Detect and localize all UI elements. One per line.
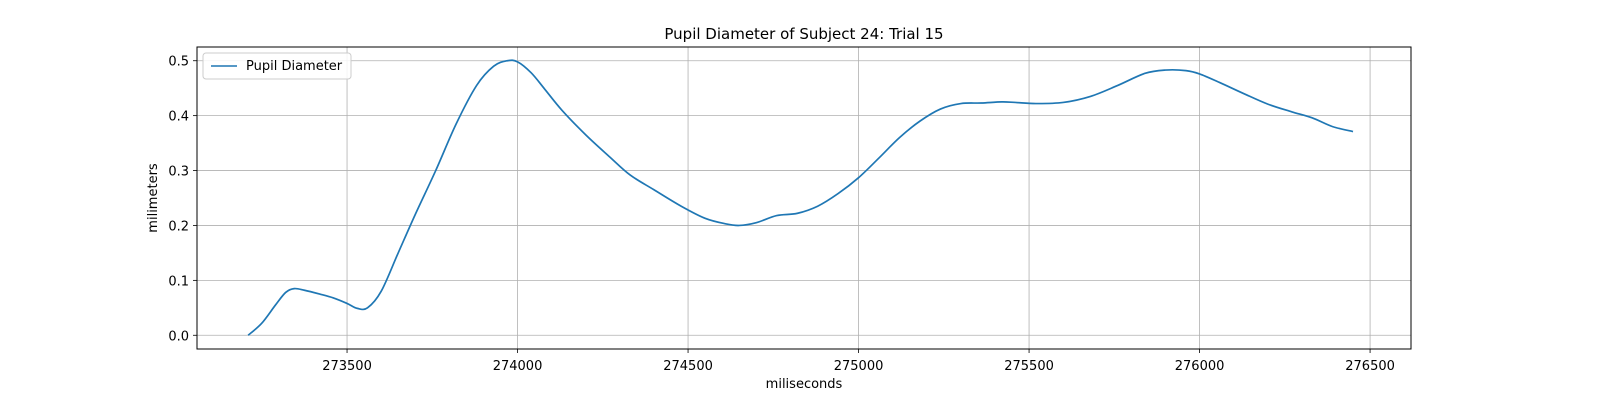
- x-tick-label: 275500: [1004, 359, 1054, 374]
- y-axis-label: milimeters: [146, 163, 161, 233]
- series-line-pupil-diameter: [247, 59, 1354, 336]
- y-tick-label: 0.2: [168, 219, 189, 234]
- legend-box: [202, 52, 352, 80]
- grid-lines: [197, 47, 1411, 349]
- plot-frame: [196, 46, 1412, 350]
- y-tick-label: 0.3: [168, 165, 189, 180]
- x-tick-label: 274000: [493, 359, 543, 374]
- x-tick-label: 274500: [663, 359, 713, 374]
- series-group: [247, 59, 1354, 336]
- legend: Pupil Diameter: [202, 52, 352, 80]
- x-axis-label: miliseconds: [766, 377, 843, 392]
- x-tick-label: 276000: [1175, 359, 1225, 374]
- y-tick-label: 0.4: [168, 110, 189, 125]
- x-tick-label: 276500: [1345, 359, 1395, 374]
- y-tick-label: 0.0: [168, 329, 189, 344]
- y-tick-label: 0.1: [168, 274, 189, 289]
- y-tick-label: 0.5: [168, 55, 189, 70]
- chart-title: Pupil Diameter of Subject 24: Trial 15: [664, 25, 943, 43]
- y-axis: 0.0 0.1 0.2 0.3 0.4 0.5: [168, 55, 197, 344]
- x-axis: 273500 274000 274500 275000 275500 276000 2765…: [322, 349, 1395, 374]
- x-tick-label: 275000: [834, 359, 884, 374]
- legend-label-pupil-diameter: Pupil Diameter: [246, 59, 343, 74]
- x-tick-label: 273500: [322, 359, 372, 374]
